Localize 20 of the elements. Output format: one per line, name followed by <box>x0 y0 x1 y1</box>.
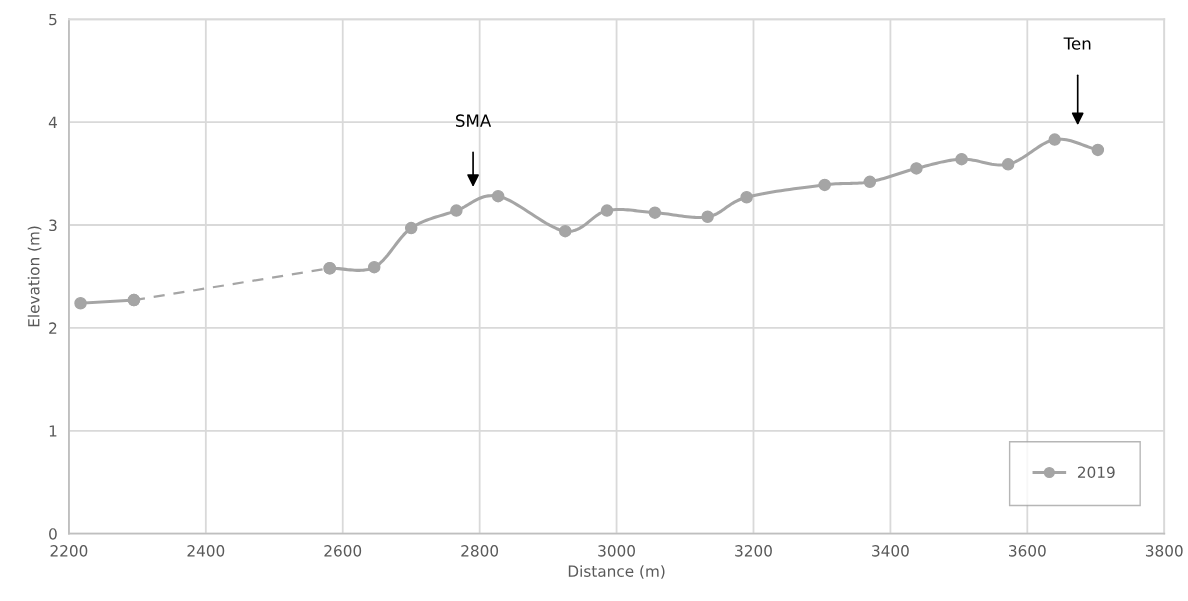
y-axis-title: Elevation (m) <box>27 226 42 327</box>
legend-label: 2019 <box>1077 466 1115 479</box>
x-tick-label: 3000 <box>598 545 635 557</box>
y-tick-label: 1 <box>49 425 57 437</box>
x-tick-label: 2400 <box>187 545 225 557</box>
x-tick-label: 3800 <box>1145 545 1183 557</box>
x-tick-label: 3600 <box>1009 545 1046 557</box>
annotation: SMA <box>456 114 492 127</box>
y-tick-label: 0 <box>49 528 57 540</box>
y-tick-label: 2 <box>49 322 57 334</box>
x-tick-label: 2200 <box>50 545 88 557</box>
y-tick-label: 5 <box>49 13 57 26</box>
x-axis-title: Distance (m) <box>568 565 665 579</box>
x-tick-label: 3400 <box>872 545 909 557</box>
x-tick-label: 2800 <box>461 545 499 557</box>
annotation: Ten <box>1063 37 1091 50</box>
x-tick-label: 2600 <box>324 545 362 557</box>
y-tick-label: 4 <box>48 116 57 128</box>
x-tick-label: 3200 <box>735 545 772 557</box>
y-tick-label: 3 <box>49 219 57 232</box>
